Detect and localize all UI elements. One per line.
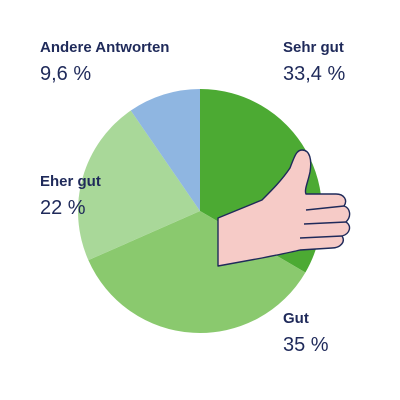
category-label: Sehr gut	[283, 39, 344, 56]
value-label: 33,4 %	[283, 63, 345, 85]
pie-slice	[78, 110, 200, 261]
pie-slice	[130, 89, 200, 211]
category-label: Eher gut	[40, 173, 101, 190]
category-label: Gut	[283, 310, 309, 327]
labels: Sehr gut 33,4 % Gut 35 % Eher gut 22 % Andere …	[40, 39, 345, 356]
value-label: 35 %	[283, 334, 329, 356]
value-label: 22 %	[40, 197, 86, 219]
thumb-illustration	[217, 149, 351, 267]
value-label: 9,6 %	[40, 63, 91, 85]
category-label: Andere Antworten	[40, 39, 169, 56]
